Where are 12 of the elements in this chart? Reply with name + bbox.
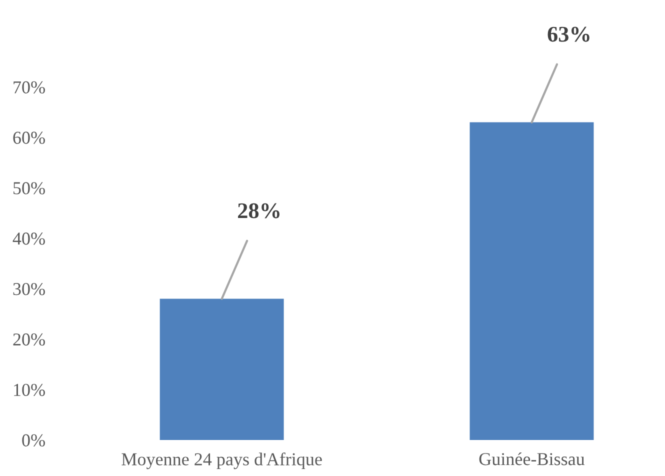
y-tick-label: 0% xyxy=(22,434,45,446)
y-tick-label: 70% xyxy=(14,81,45,94)
y-tick-label: 20% xyxy=(13,333,45,346)
data-label: 63% xyxy=(548,26,590,42)
y-tick-label: 30% xyxy=(13,282,45,296)
y-tick-label: 60% xyxy=(13,132,45,144)
data-label: 28% xyxy=(238,203,280,218)
y-tick-label: 50% xyxy=(14,182,45,194)
y-tick-label: 40% xyxy=(12,232,45,245)
x-tick-label: Moyenne 24 pays d'Afrique xyxy=(122,452,322,470)
x-tick-label: Guinée-Bissau xyxy=(479,452,585,466)
y-tick-label: 10% xyxy=(14,384,45,396)
